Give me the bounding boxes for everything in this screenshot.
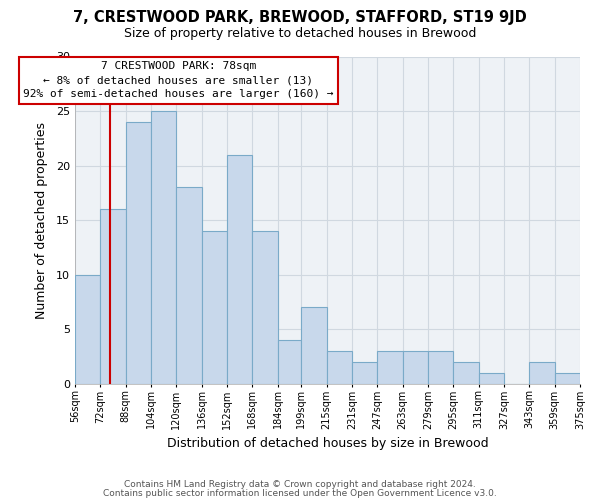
X-axis label: Distribution of detached houses by size in Brewood: Distribution of detached houses by size … xyxy=(167,437,488,450)
Bar xyxy=(278,340,301,384)
Bar xyxy=(403,351,428,384)
Bar xyxy=(100,209,125,384)
Bar xyxy=(529,362,554,384)
Bar xyxy=(428,351,454,384)
Text: Size of property relative to detached houses in Brewood: Size of property relative to detached ho… xyxy=(124,28,476,40)
Bar xyxy=(75,274,100,384)
Text: Contains public sector information licensed under the Open Government Licence v3: Contains public sector information licen… xyxy=(103,488,497,498)
Text: 7, CRESTWOOD PARK, BREWOOD, STAFFORD, ST19 9JD: 7, CRESTWOOD PARK, BREWOOD, STAFFORD, ST… xyxy=(73,10,527,25)
Text: Contains HM Land Registry data © Crown copyright and database right 2024.: Contains HM Land Registry data © Crown c… xyxy=(124,480,476,489)
Bar xyxy=(352,362,377,384)
Bar xyxy=(252,231,278,384)
Bar xyxy=(479,373,504,384)
Text: 7 CRESTWOOD PARK: 78sqm
← 8% of detached houses are smaller (13)
92% of semi-det: 7 CRESTWOOD PARK: 78sqm ← 8% of detached… xyxy=(23,62,334,100)
Bar xyxy=(377,351,403,384)
Bar xyxy=(151,111,176,384)
Bar xyxy=(301,308,326,384)
Bar xyxy=(176,188,202,384)
Y-axis label: Number of detached properties: Number of detached properties xyxy=(35,122,47,318)
Bar xyxy=(227,154,252,384)
Bar xyxy=(454,362,479,384)
Bar xyxy=(202,231,227,384)
Bar xyxy=(554,373,580,384)
Bar xyxy=(125,122,151,384)
Bar xyxy=(326,351,352,384)
